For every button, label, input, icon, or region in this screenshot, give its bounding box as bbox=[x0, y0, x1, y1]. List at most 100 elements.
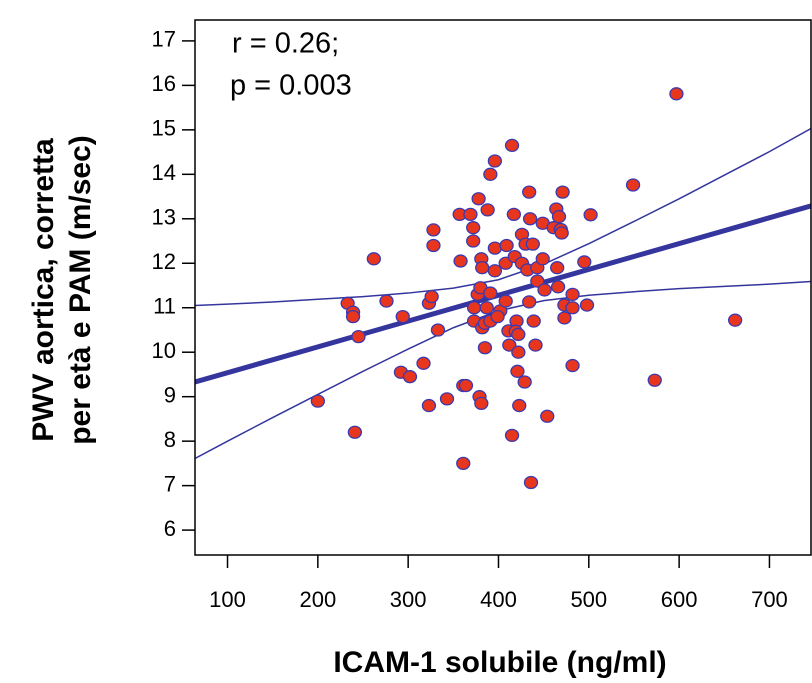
point bbox=[565, 287, 580, 302]
point bbox=[463, 207, 478, 221]
point bbox=[625, 178, 641, 192]
y-tick-label: 10 bbox=[152, 338, 176, 363]
x-tick-label: 500 bbox=[570, 587, 607, 612]
annotation: r = 0.26; bbox=[232, 28, 339, 60]
point bbox=[439, 392, 455, 406]
point bbox=[458, 378, 474, 393]
point bbox=[517, 375, 532, 389]
point bbox=[310, 394, 325, 408]
point bbox=[540, 409, 555, 423]
point bbox=[565, 301, 580, 315]
point bbox=[550, 280, 566, 294]
point bbox=[466, 234, 481, 248]
point bbox=[395, 309, 410, 324]
point bbox=[498, 294, 513, 308]
point bbox=[421, 398, 437, 413]
point bbox=[502, 338, 517, 352]
y-tick-label: 14 bbox=[152, 160, 176, 185]
y-tick-label: 13 bbox=[152, 205, 176, 230]
confidence-band bbox=[195, 127, 811, 307]
point bbox=[379, 294, 394, 308]
point bbox=[535, 252, 550, 266]
y-axis-label: per età e PAM (m/sec) bbox=[64, 135, 97, 445]
point bbox=[490, 309, 505, 324]
point bbox=[557, 311, 572, 325]
plot-frame bbox=[194, 19, 812, 556]
point bbox=[426, 238, 441, 253]
point bbox=[430, 323, 446, 337]
point bbox=[530, 274, 545, 288]
point bbox=[511, 327, 526, 342]
y-tick-label: 8 bbox=[164, 427, 176, 452]
point bbox=[510, 364, 525, 378]
point bbox=[511, 345, 526, 359]
y-tick-label: 16 bbox=[152, 71, 176, 96]
point bbox=[512, 398, 527, 413]
x-tick-label: 300 bbox=[390, 587, 427, 612]
y-tick-label: 17 bbox=[152, 27, 176, 52]
point bbox=[523, 475, 539, 490]
point bbox=[727, 313, 743, 327]
point bbox=[522, 212, 538, 226]
point bbox=[583, 208, 598, 222]
annotation: p = 0.003 bbox=[230, 70, 352, 102]
point bbox=[483, 286, 498, 300]
point bbox=[487, 154, 503, 168]
point bbox=[483, 167, 498, 181]
point bbox=[456, 456, 471, 471]
point bbox=[424, 289, 439, 304]
y-tick-label: 9 bbox=[164, 382, 176, 407]
point bbox=[480, 203, 495, 217]
point bbox=[347, 425, 363, 439]
x-tick-label: 100 bbox=[209, 587, 246, 612]
y-tick-label: 12 bbox=[152, 249, 176, 274]
point bbox=[351, 329, 366, 344]
point bbox=[522, 185, 537, 199]
x-tick-label: 200 bbox=[299, 587, 336, 612]
point bbox=[474, 396, 489, 410]
point bbox=[471, 192, 486, 206]
point bbox=[522, 295, 537, 309]
point bbox=[506, 207, 521, 221]
point bbox=[479, 301, 494, 315]
x-tick-label: 600 bbox=[661, 587, 698, 612]
y-tick-label: 7 bbox=[164, 471, 176, 496]
regression-line bbox=[195, 203, 811, 385]
point bbox=[475, 261, 490, 275]
y-axis-label: PWV aortica, corretta bbox=[27, 138, 60, 442]
point bbox=[526, 314, 541, 328]
point bbox=[669, 87, 684, 101]
point bbox=[487, 241, 503, 255]
point bbox=[577, 255, 592, 269]
y-tick-label: 15 bbox=[152, 116, 176, 141]
point bbox=[579, 298, 595, 312]
point bbox=[345, 309, 361, 324]
point bbox=[453, 254, 468, 268]
point bbox=[565, 358, 580, 373]
x-tick-label: 700 bbox=[751, 587, 788, 612]
point bbox=[504, 138, 520, 153]
y-tick-label: 11 bbox=[153, 294, 176, 319]
point bbox=[477, 341, 493, 355]
point bbox=[525, 237, 540, 251]
point bbox=[487, 264, 503, 278]
point bbox=[426, 223, 441, 237]
point bbox=[504, 428, 520, 443]
point bbox=[366, 252, 381, 266]
point bbox=[551, 209, 567, 224]
x-tick-label: 400 bbox=[480, 587, 517, 612]
point bbox=[537, 283, 552, 297]
point bbox=[555, 185, 570, 199]
point bbox=[550, 261, 565, 275]
point bbox=[466, 221, 481, 235]
point bbox=[416, 356, 431, 370]
point bbox=[528, 338, 543, 352]
point bbox=[554, 226, 569, 240]
x-axis-label: ICAM-1 solubile (ng/ml) bbox=[333, 646, 666, 679]
y-tick-label: 6 bbox=[164, 516, 176, 541]
point bbox=[647, 373, 662, 387]
point bbox=[402, 370, 418, 384]
point bbox=[466, 301, 482, 315]
